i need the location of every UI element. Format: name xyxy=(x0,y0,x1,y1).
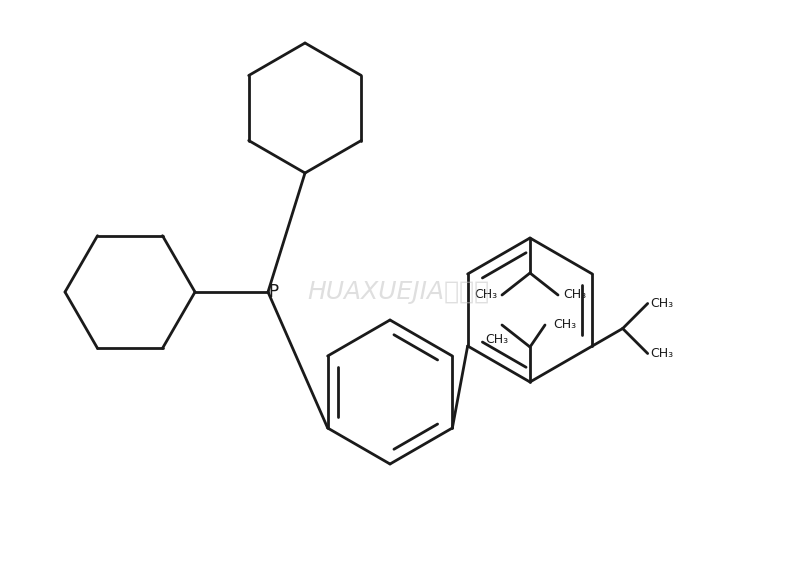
Text: CH₃: CH₃ xyxy=(563,288,586,301)
Text: CH₃: CH₃ xyxy=(650,297,673,310)
Text: HUAXUEJIA化学加: HUAXUEJIA化学加 xyxy=(307,280,489,304)
Text: CH₃: CH₃ xyxy=(650,347,673,360)
Text: P: P xyxy=(268,283,278,301)
Text: CH₃: CH₃ xyxy=(553,318,576,332)
Text: CH₃: CH₃ xyxy=(474,288,497,301)
Text: CH₃: CH₃ xyxy=(486,333,509,346)
